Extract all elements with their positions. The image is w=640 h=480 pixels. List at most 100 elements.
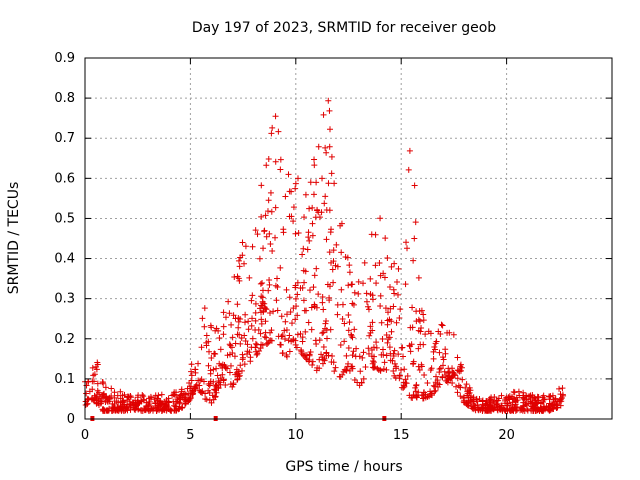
data-point xyxy=(292,180,299,187)
data-point xyxy=(300,297,307,304)
data-point xyxy=(309,204,316,211)
data-point xyxy=(506,393,513,400)
data-point xyxy=(141,405,148,412)
data-point xyxy=(454,375,461,382)
data-point xyxy=(334,311,341,318)
data-point xyxy=(320,111,327,118)
data-point xyxy=(313,340,320,347)
data-point xyxy=(346,269,353,276)
data-point xyxy=(324,335,331,342)
data-point xyxy=(459,376,466,383)
data-point xyxy=(388,328,395,335)
data-point xyxy=(272,113,279,120)
data-point xyxy=(348,363,355,370)
data-point xyxy=(99,378,106,385)
data-point xyxy=(279,332,286,339)
data-point xyxy=(301,214,308,221)
data-point xyxy=(419,395,426,402)
data-point xyxy=(345,360,352,367)
data-point xyxy=(394,278,401,285)
data-point xyxy=(367,323,374,330)
plot-frame xyxy=(84,57,613,420)
data-point xyxy=(212,393,219,400)
data-point xyxy=(446,368,453,375)
data-point xyxy=(436,381,443,388)
y-tick-label: 0.9 xyxy=(54,51,75,66)
data-point xyxy=(193,381,200,388)
data-point xyxy=(399,344,406,351)
grid-lines xyxy=(85,58,612,419)
data-point xyxy=(199,315,206,322)
data-point xyxy=(481,404,488,411)
data-point xyxy=(152,392,159,399)
data-point xyxy=(219,361,226,368)
data-point xyxy=(274,307,281,314)
data-point xyxy=(400,353,407,360)
y-tick-label: 0.1 xyxy=(54,372,75,387)
data-point xyxy=(382,305,389,312)
data-point xyxy=(247,358,254,365)
data-point xyxy=(523,393,530,400)
data-point xyxy=(323,236,330,243)
data-point xyxy=(253,351,260,358)
data-point xyxy=(442,350,449,357)
data-point xyxy=(304,246,311,253)
data-point xyxy=(224,352,231,359)
data-point xyxy=(83,390,90,397)
data-point xyxy=(527,396,534,403)
data-point xyxy=(264,208,271,215)
data-point xyxy=(341,320,348,327)
data-point xyxy=(318,351,325,358)
data-point xyxy=(346,319,353,326)
data-point xyxy=(261,333,268,340)
data-point xyxy=(127,392,134,399)
data-point xyxy=(457,393,464,400)
data-point xyxy=(356,382,363,389)
data-point xyxy=(258,309,265,316)
data-point xyxy=(513,394,520,401)
data-point xyxy=(200,378,207,385)
data-point xyxy=(227,362,234,369)
data-point xyxy=(404,372,411,379)
data-point xyxy=(395,351,402,358)
data-point xyxy=(403,239,410,246)
data-point xyxy=(267,241,274,248)
data-point xyxy=(319,356,326,363)
data-point xyxy=(165,395,172,402)
data-point xyxy=(326,207,333,214)
data-point xyxy=(297,330,304,337)
data-point xyxy=(269,124,276,131)
data-point xyxy=(236,331,243,338)
data-point xyxy=(188,368,195,375)
data-point xyxy=(517,405,524,412)
data-point xyxy=(369,358,376,365)
data-point xyxy=(282,193,289,200)
data-point xyxy=(306,205,313,212)
data-point xyxy=(377,215,384,222)
data-point xyxy=(92,363,99,370)
data-point xyxy=(295,230,302,237)
data-point xyxy=(364,303,371,310)
data-point xyxy=(241,332,248,339)
data-point xyxy=(226,341,233,348)
data-point xyxy=(220,377,227,384)
data-point xyxy=(241,319,248,326)
data-point xyxy=(395,265,402,272)
data-point xyxy=(269,248,276,255)
data-point xyxy=(387,305,394,312)
data-point xyxy=(262,329,269,336)
data-point xyxy=(319,330,326,337)
data-point xyxy=(345,344,352,351)
data-point xyxy=(154,406,161,413)
data-point xyxy=(320,306,327,313)
data-point xyxy=(413,381,420,388)
data-point xyxy=(467,387,474,394)
data-point xyxy=(242,243,249,250)
data-point xyxy=(228,321,235,328)
data-point xyxy=(367,291,374,298)
data-point xyxy=(102,384,109,391)
data-point xyxy=(272,282,279,289)
y-tick-label: 0.5 xyxy=(54,211,75,226)
data-point xyxy=(188,383,195,390)
data-point xyxy=(265,197,272,204)
